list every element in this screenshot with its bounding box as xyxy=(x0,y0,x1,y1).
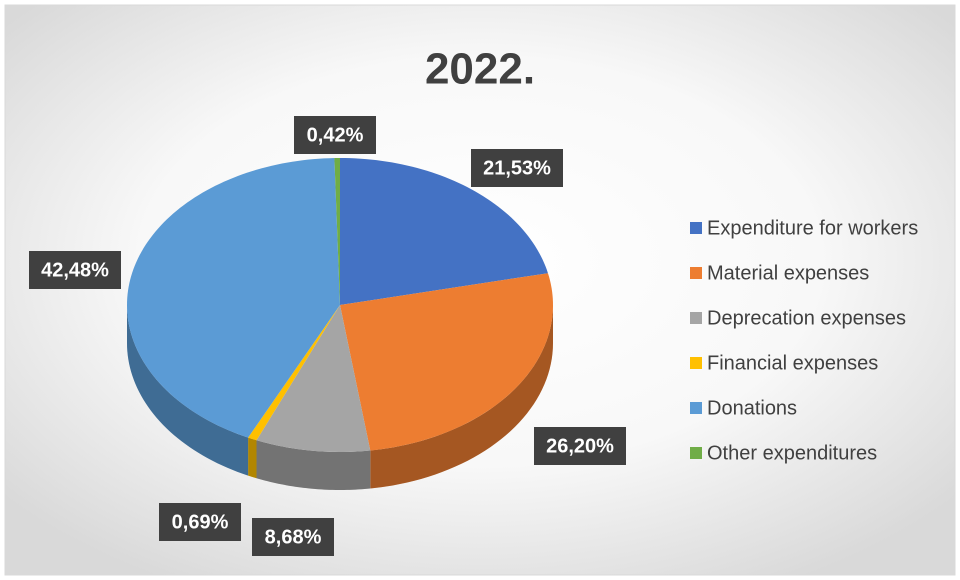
legend-label: Financial expenses xyxy=(707,352,878,374)
slice xyxy=(127,158,340,438)
data-label-box xyxy=(471,149,563,187)
slice xyxy=(340,273,553,451)
slice-side xyxy=(248,437,257,479)
slice-side-shade xyxy=(248,437,257,479)
data-label-box xyxy=(252,518,334,556)
legend-label: Other expenditures xyxy=(707,442,877,464)
legend-label: Material expenses xyxy=(707,262,869,284)
slice-side xyxy=(256,440,371,490)
slice xyxy=(256,305,371,452)
chart-title: 2022. xyxy=(425,45,535,94)
data-label: 42,48% xyxy=(41,259,109,281)
data-label: 21,53% xyxy=(483,157,551,179)
slice-side-shade xyxy=(256,440,371,490)
slice xyxy=(340,158,548,305)
legend-label: Donations xyxy=(707,397,797,419)
data-label-box xyxy=(534,427,626,465)
legend-swatch xyxy=(690,447,702,459)
data-label: 8,68% xyxy=(265,526,322,548)
legend-swatch xyxy=(690,312,702,324)
legend-swatch xyxy=(690,267,702,279)
slice-side-shade xyxy=(370,305,553,489)
data-label: 0,69% xyxy=(172,511,229,533)
slice xyxy=(334,158,340,305)
data-label: 0,42% xyxy=(307,124,364,146)
legend-swatch xyxy=(690,357,702,369)
legend-label: Expenditure for workers xyxy=(707,217,918,239)
slice-side xyxy=(370,305,553,489)
legend-swatch xyxy=(690,222,702,234)
slice-side-shade xyxy=(127,305,249,476)
data-label-box xyxy=(159,503,241,541)
data-label: 26,20% xyxy=(546,435,614,457)
slice xyxy=(248,305,340,441)
legend-label: Deprecation expenses xyxy=(707,307,906,329)
data-label-box xyxy=(294,116,376,154)
data-label-box xyxy=(29,251,121,289)
legend-swatch xyxy=(690,402,702,414)
slice-side xyxy=(127,305,249,476)
